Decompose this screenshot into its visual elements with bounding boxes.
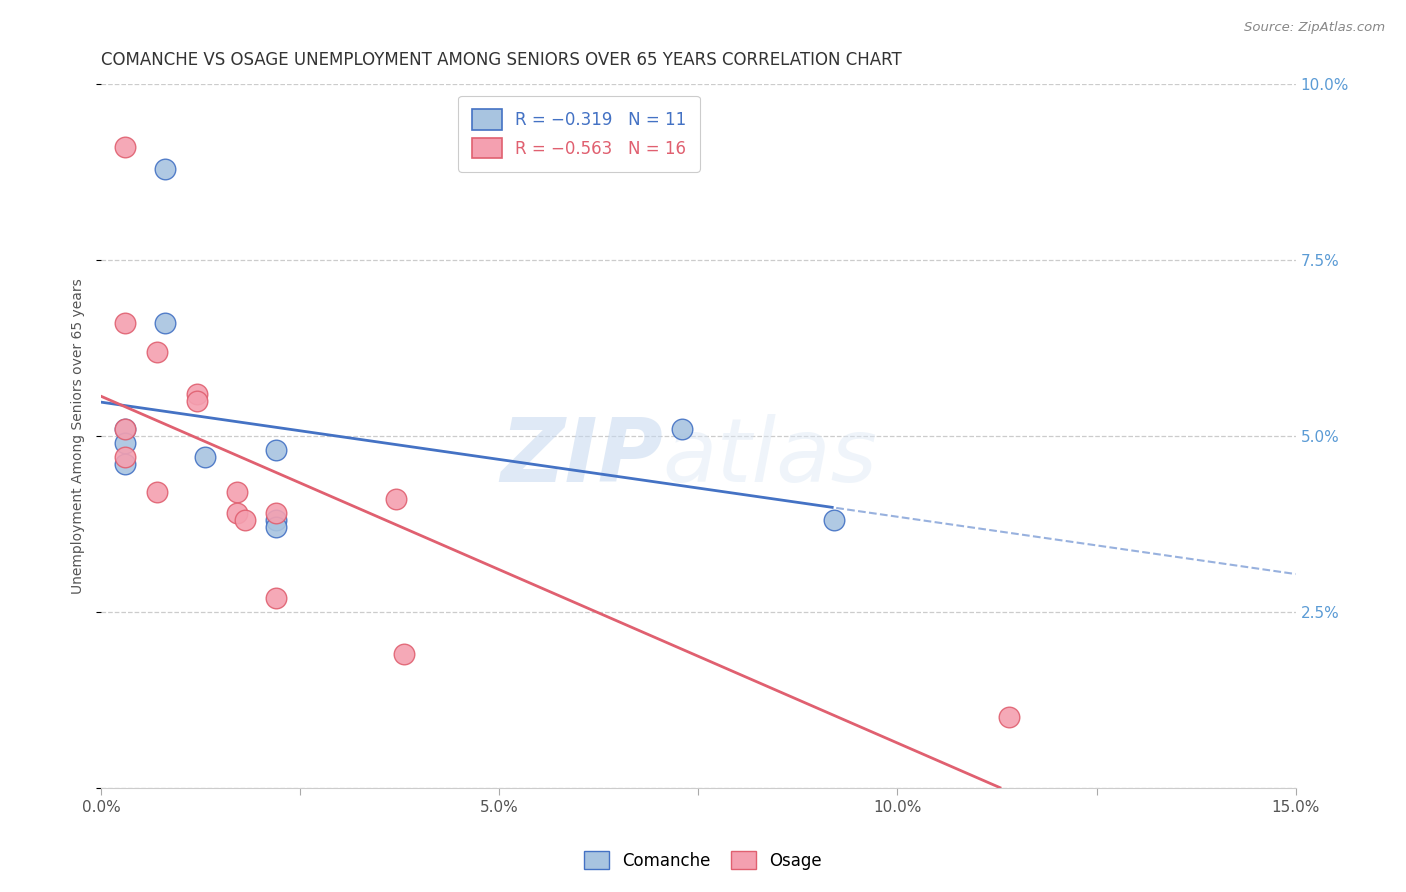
Text: Source: ZipAtlas.com: Source: ZipAtlas.com (1244, 21, 1385, 34)
Point (225, 506, 247, 520)
Point (114, 457, 136, 471)
Point (392, 647, 415, 661)
Point (671, 422, 693, 436)
Point (266, 506, 288, 520)
Point (998, 710, 1021, 724)
Point (385, 492, 408, 507)
Point (153, 317, 176, 331)
Point (266, 591, 288, 605)
Point (146, 344, 169, 359)
Point (233, 513, 256, 527)
Point (266, 520, 288, 534)
Point (114, 422, 136, 436)
Point (114, 422, 136, 436)
Point (146, 485, 169, 500)
Text: COMANCHE VS OSAGE UNEMPLOYMENT AMONG SENIORS OVER 65 YEARS CORRELATION CHART: COMANCHE VS OSAGE UNEMPLOYMENT AMONG SEN… (101, 51, 903, 69)
Legend: Comanche, Osage: Comanche, Osage (578, 845, 828, 877)
Point (823, 513, 845, 527)
Point (225, 485, 247, 500)
Point (153, 161, 176, 176)
Point (114, 450, 136, 464)
Point (114, 317, 136, 331)
Text: atlas: atlas (662, 414, 877, 500)
Point (194, 450, 217, 464)
Point (266, 442, 288, 457)
Legend: R = −0.319   N = 11, R = −0.563   N = 16: R = −0.319 N = 11, R = −0.563 N = 16 (458, 96, 700, 171)
Point (114, 436, 136, 450)
Point (266, 513, 288, 527)
Y-axis label: Unemployment Among Seniors over 65 years: Unemployment Among Seniors over 65 years (72, 278, 86, 594)
Point (114, 140, 136, 154)
Point (186, 393, 208, 408)
Point (186, 386, 208, 401)
Text: ZIP: ZIP (499, 414, 662, 500)
